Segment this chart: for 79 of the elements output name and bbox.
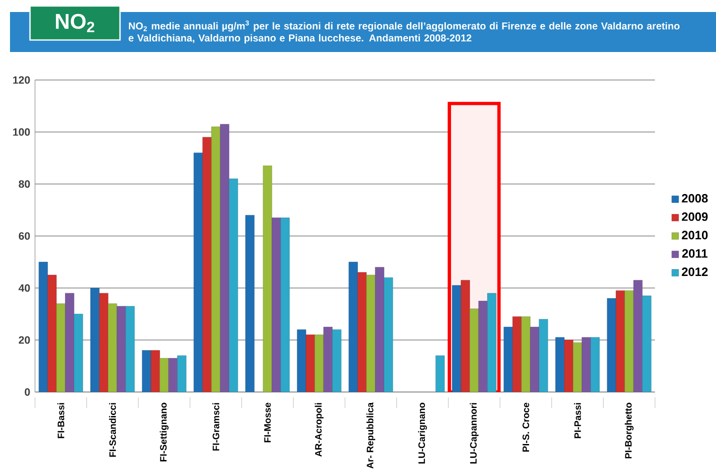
bar [108,303,118,392]
bar [624,290,634,392]
x-tick-label: Ar- Repubblica [366,402,376,469]
bar [478,300,488,392]
bar [607,298,616,392]
x-tick-label: LU-Capannori [470,403,479,464]
legend-label: 2011 [682,249,708,258]
bar [572,342,582,392]
bar [512,316,522,392]
y-tick-label: 120 [13,76,30,84]
bar [633,280,643,392]
bar [194,152,203,392]
x-tick-label: PI-Borghetto [624,402,634,458]
bar [297,329,306,392]
bar [160,358,169,392]
x-tick-label: FI-Settignano [160,402,169,462]
bar [116,306,126,392]
bar [530,326,540,392]
bar [616,290,625,392]
bar [272,218,281,392]
bar [375,267,384,392]
bar [90,288,100,392]
bar [202,137,212,392]
y-tick-label: 80 [18,180,30,188]
bar [211,126,220,392]
x-tick-label: LU-Carignano [418,402,427,464]
bar [65,293,74,392]
bar [99,293,108,392]
bar [642,296,652,392]
bar [245,215,254,392]
x-tick-label: PI-Passi [574,403,581,438]
chart-title: NO$_{2}$ [56,14,94,32]
bar [582,337,591,392]
bar [487,293,496,392]
x-tick-label: FI-Mosse [264,402,271,442]
bar [332,329,342,392]
legend-label: 2009 [682,212,708,221]
x-tick-label: FI-Scandicci [109,403,116,457]
bar [142,350,152,392]
bar [348,262,358,392]
bar [366,274,376,392]
bar [384,277,393,392]
x-tick-label: FI-Bassi [57,403,64,438]
bar [220,124,230,392]
y-tick-label: 100 [13,128,30,136]
x-tick-label: FI-Gramsci [212,403,220,451]
bar [150,350,160,392]
bar [358,272,367,392]
legend-label: 2012 [682,268,708,276]
y-tick-label: 60 [18,232,30,240]
bar [452,285,462,392]
bar [56,303,66,392]
chart-subtitle: NO$_{2}$ medie annuali µg/m$^{3}$ per le stazioni di rete regionale dell’agglomerato di Firenze e delle zone Valdarno aretino e Valdichiana, Valdarno pisano e Piana lucchese. Andamenti 2008-2012 [128,20,680,44]
bar [314,334,324,392]
bar [470,308,479,392]
bar [280,218,290,392]
y-tick-label: 20 [18,336,30,344]
bar [538,319,548,392]
bar [436,355,445,392]
bar [504,326,513,392]
x-tick-label: AR-Acropoli [314,403,324,457]
bar [306,334,315,392]
bar [126,306,135,392]
bar [460,280,470,392]
x-tick-label: PI-S. Croce [522,402,530,452]
y-tick-label: 0 [24,388,30,396]
bar [590,337,600,392]
bar [262,166,272,392]
bar [228,178,238,392]
bar [521,316,530,392]
bar [38,262,48,392]
legend-label: 2008 [682,194,708,203]
bar [564,340,574,392]
bar [555,337,564,392]
y-tick-label: 40 [18,284,30,292]
legend-label: 2010 [682,230,708,240]
bar [48,274,57,392]
bar [74,314,83,392]
bar [177,355,186,392]
